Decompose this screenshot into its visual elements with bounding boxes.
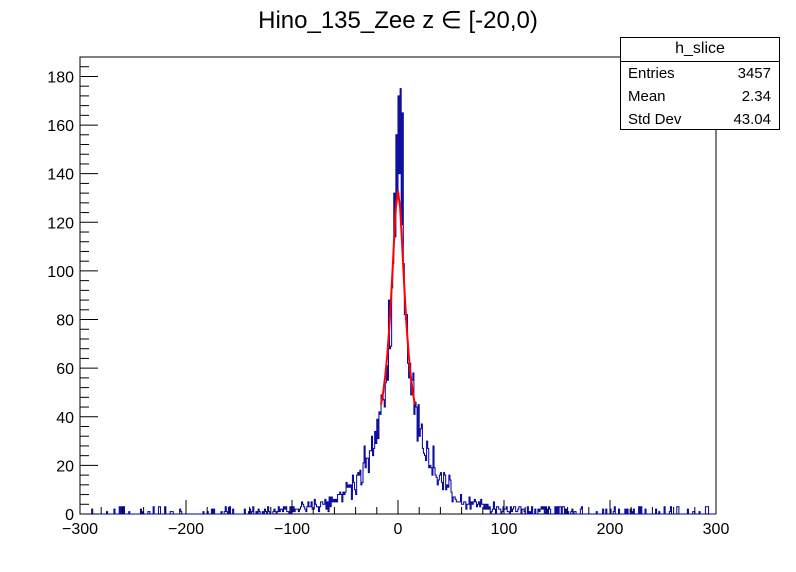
chart-title: Hino_135_Zee z ∈ [-20,0) <box>0 6 796 35</box>
stats-entries-value: 3457 <box>737 65 771 82</box>
x-tick-label: 200 <box>597 521 624 538</box>
y-tick-label: 0 <box>65 507 74 524</box>
x-tick-label: −100 <box>274 521 310 538</box>
chart-title-main: Hino_135_Zee z <box>258 7 435 34</box>
stats-row-entries: Entries 3457 <box>621 62 779 85</box>
x-tick-label: 0 <box>394 521 403 538</box>
y-tick-label: 120 <box>47 215 74 232</box>
y-tick-label: 40 <box>56 410 74 427</box>
stats-stddev-label: Std Dev <box>628 111 682 128</box>
x-tick-label: 100 <box>491 521 518 538</box>
stats-entries-label: Entries <box>628 65 675 82</box>
fit-line <box>380 190 416 405</box>
stats-mean-label: Mean <box>628 88 666 105</box>
y-tick-label: 160 <box>47 118 74 135</box>
x-tick-label: −200 <box>168 521 204 538</box>
chart-title-range: ∈ [-20,0) <box>434 7 538 34</box>
y-tick-label: 100 <box>47 264 74 281</box>
stats-row-mean: Mean 2.34 <box>621 85 779 108</box>
x-tick-label: −300 <box>62 521 98 538</box>
histogram-bins <box>80 88 716 515</box>
stats-box: h_slice Entries 3457 Mean 2.34 Std Dev 4… <box>620 37 780 130</box>
y-tick-label: 180 <box>47 69 74 86</box>
y-tick-label: 60 <box>56 361 74 378</box>
y-axis: 0 20 40 60 80 100 120 140 160 180 <box>47 56 98 524</box>
x-tick-label: 300 <box>703 521 730 538</box>
stats-mean-value: 2.34 <box>741 88 771 105</box>
stats-stddev-value: 43.04 <box>733 111 771 128</box>
histogram-line <box>80 88 716 515</box>
y-tick-label: 140 <box>47 167 74 184</box>
x-axis: −300 −200 −100 0 100 200 300 <box>62 500 729 538</box>
fit-curve <box>380 190 416 405</box>
stats-row-stddev: Std Dev 43.04 <box>621 108 779 131</box>
stats-box-title: h_slice <box>621 38 779 62</box>
y-tick-label: 20 <box>56 458 74 475</box>
y-tick-label: 80 <box>56 313 74 330</box>
